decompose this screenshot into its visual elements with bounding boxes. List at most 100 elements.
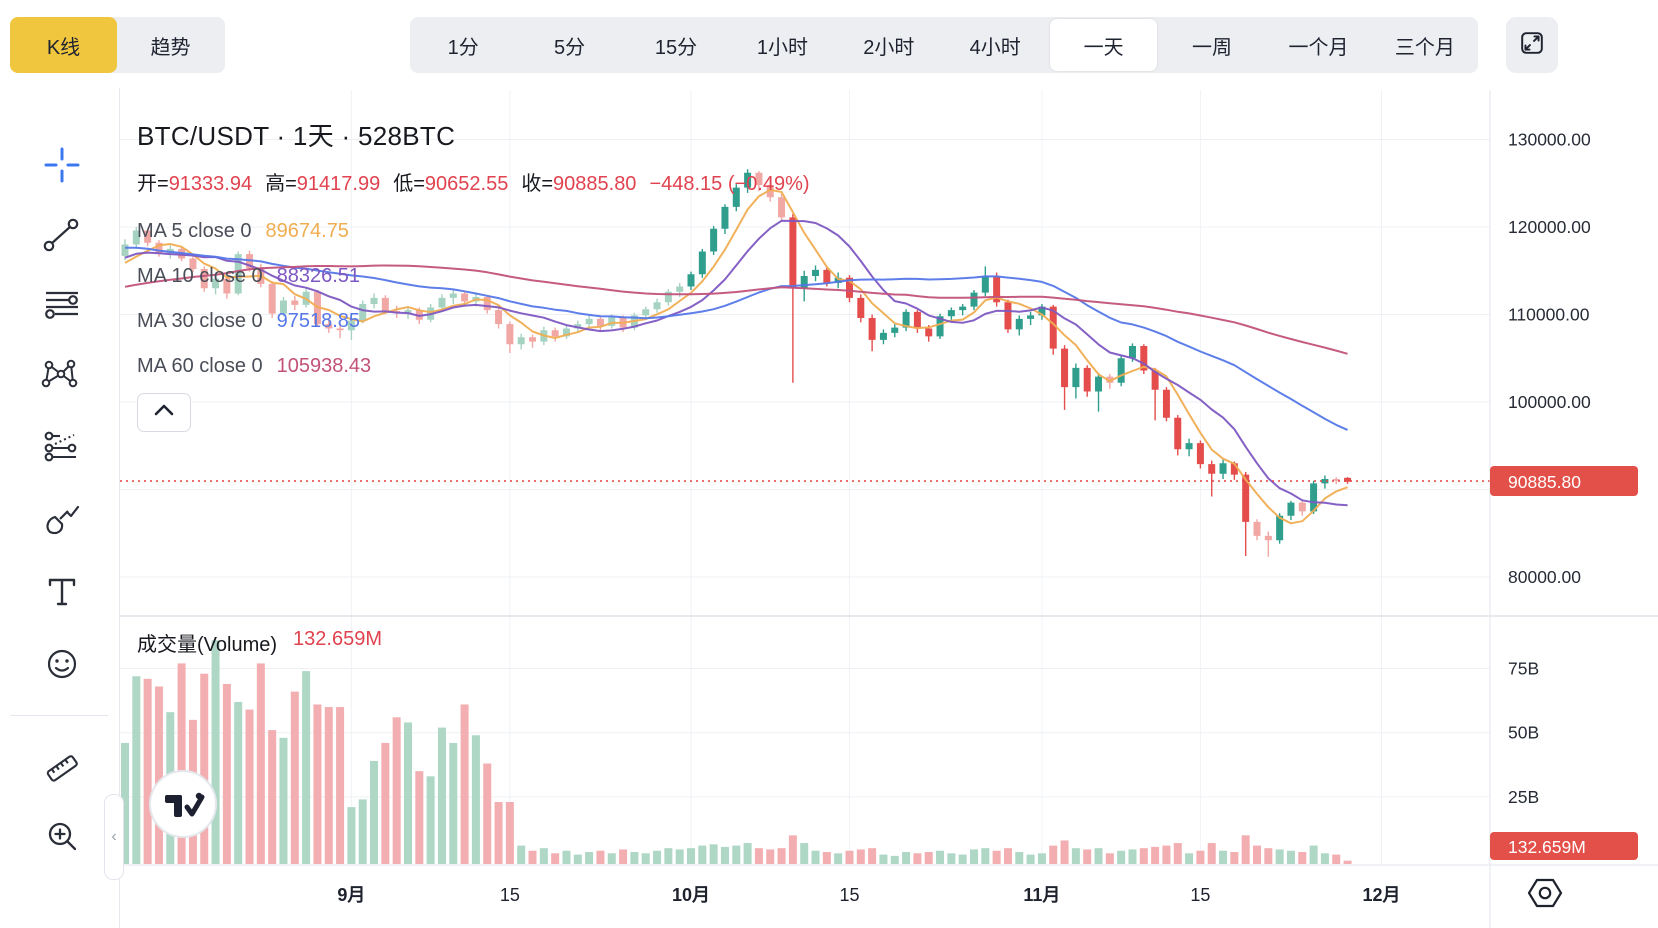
candle-body <box>223 278 231 294</box>
chevron-up-icon <box>151 402 177 423</box>
price-change: −448.15 (−0.49%) <box>649 173 810 195</box>
rail-collapse-handle[interactable]: ‹ <box>104 794 124 880</box>
time-axis-label: 15 <box>1190 885 1210 905</box>
candle-body <box>234 254 242 294</box>
candle-body <box>404 310 412 313</box>
volume-bar <box>766 849 775 864</box>
timeframe-tab-1小时[interactable]: 1小时 <box>756 36 808 59</box>
fullscreen-button[interactable] <box>1506 17 1558 73</box>
ma-legend-row: MA 30 close 0 97518.85 <box>137 299 810 344</box>
timeframe-tab-15分[interactable]: 15分 <box>654 36 698 59</box>
emoji-icon <box>40 642 84 691</box>
candle-body <box>381 297 389 311</box>
tool-zoom-in[interactable] <box>34 810 90 866</box>
timeframe-tab-4小时[interactable]: 4小时 <box>969 36 1021 59</box>
tool-parallel-lines[interactable] <box>34 277 90 333</box>
timeframe-tab-一个月[interactable]: 一个月 <box>1288 36 1349 59</box>
candle-body <box>823 269 831 283</box>
tool-ruler[interactable] <box>34 742 90 798</box>
volume-bar <box>573 854 582 864</box>
volume-bar <box>1015 852 1024 864</box>
volume-bar <box>856 849 865 864</box>
volume-bar <box>607 853 616 864</box>
volume-bar <box>437 727 446 864</box>
candle-body <box>913 311 921 329</box>
candle-body <box>970 292 978 307</box>
candle-body <box>879 332 887 340</box>
volume-bar <box>539 848 548 864</box>
candle-body <box>676 286 684 292</box>
ma-legend: MA 5 close 0 89674.75 MA 10 close 0 88326.5… <box>137 209 810 389</box>
candle-body <box>778 197 786 218</box>
volume-bar <box>1241 835 1250 864</box>
time-axis-label: 9月 <box>337 885 365 905</box>
volume-bar <box>370 760 379 864</box>
current-price-label: 90885.80 <box>1490 466 1638 496</box>
volume-bar <box>800 843 809 864</box>
collapse-indicators-button[interactable] <box>137 393 191 432</box>
tool-crosshair[interactable] <box>34 139 90 195</box>
candle-body <box>732 187 740 207</box>
volume-bar <box>664 848 673 864</box>
candle-body <box>1242 474 1250 522</box>
candle-body <box>902 311 910 328</box>
chart-type-tab-趋势[interactable]: 趋势 <box>150 36 191 59</box>
chart-type-tab-K线[interactable]: K线 <box>10 17 117 73</box>
timeframe-tab-三个月[interactable]: 三个月 <box>1394 36 1455 59</box>
volume-bar <box>426 776 435 864</box>
timeframe-tab-2小时[interactable]: 2小时 <box>863 36 915 59</box>
volume-axis-label: 75B <box>1508 659 1539 679</box>
volume-bar <box>1196 850 1205 864</box>
volume-bar <box>392 717 401 864</box>
candle-body <box>585 318 593 325</box>
timeframe-tab-1分[interactable]: 1分 <box>447 36 479 59</box>
price-axis-label: 110000.00 <box>1508 305 1590 325</box>
candle-body <box>1128 346 1136 359</box>
tool-text-tool[interactable] <box>34 566 90 622</box>
volume-bar <box>653 850 662 864</box>
candle-body <box>529 337 537 342</box>
candle-body <box>1072 367 1080 388</box>
timeframe-tab-一天[interactable]: 一天 <box>1050 19 1157 71</box>
tool-trendline[interactable] <box>34 209 90 265</box>
candle-body <box>1208 464 1216 474</box>
projection-icon <box>40 424 84 473</box>
volume-bar <box>1117 850 1126 864</box>
tradingview-watermark <box>149 770 217 838</box>
tool-emoji[interactable] <box>34 638 90 694</box>
candle-body <box>200 269 208 289</box>
candle-body <box>1321 479 1329 484</box>
candle-body <box>1083 367 1091 392</box>
volume-bar <box>619 849 628 864</box>
timeframe-tab-一周[interactable]: 一周 <box>1192 36 1233 59</box>
volume-bar <box>268 730 277 864</box>
volume-bar <box>1320 853 1329 864</box>
candle-body <box>1287 502 1295 516</box>
volume-bar <box>256 663 265 864</box>
candle-body <box>1049 306 1057 349</box>
volume-bar <box>1003 848 1012 864</box>
volume-bar <box>415 771 424 864</box>
candle-body <box>947 310 955 317</box>
ohlc-value: 91417.99 <box>296 173 381 195</box>
ma-value: 97518.85 <box>276 310 361 332</box>
settings-gear-icon[interactable] <box>1527 878 1563 908</box>
ma-label: MA 60 close 0 <box>137 355 263 377</box>
candle-body <box>1151 370 1159 390</box>
candle-body <box>608 317 616 326</box>
tool-brush[interactable] <box>34 494 90 550</box>
volume-bar <box>313 704 322 864</box>
volume-bar <box>471 735 480 864</box>
candle-body <box>144 230 152 243</box>
ohlc-key: 收= <box>521 173 554 195</box>
volume-bar <box>517 845 526 864</box>
tool-projection[interactable] <box>34 420 90 476</box>
volume-bar <box>1105 853 1114 864</box>
timeframe-tab-5分[interactable]: 5分 <box>554 36 586 59</box>
tool-xabcd-pattern[interactable] <box>34 348 90 404</box>
volume-bar <box>1094 848 1103 864</box>
parallel-lines-icon <box>40 281 84 330</box>
time-axis-label: 12月 <box>1363 885 1401 905</box>
candle-body <box>1298 502 1306 512</box>
